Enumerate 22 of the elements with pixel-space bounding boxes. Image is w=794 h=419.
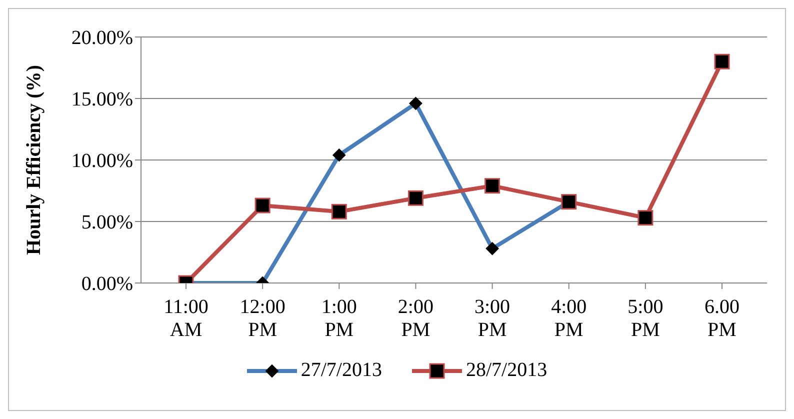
legend-label: 27/7/2013: [300, 359, 382, 382]
x-tick-label: 6.00 PM: [704, 296, 740, 341]
legend-label: 28/7/2013: [466, 359, 548, 382]
y-tick-label: 10.00%: [71, 150, 133, 172]
x-tick-label: 1:00 PM: [321, 296, 357, 341]
y-tick-label: 15.00%: [71, 88, 133, 111]
x-tick-label: 12:00 PM: [240, 296, 286, 341]
point: [331, 204, 347, 220]
point: [408, 190, 424, 206]
x-tick-label: 5:00 PM: [628, 296, 664, 341]
point: [254, 198, 270, 214]
y-tick-label: 0.00%: [81, 273, 133, 296]
x-tick-label: 2:00 PM: [398, 296, 434, 341]
x-tick-label: 11:00 AM: [164, 296, 208, 341]
y-tick-label: 20.00%: [71, 27, 133, 50]
point: [638, 210, 654, 226]
point: [484, 178, 500, 194]
y-axis-title: Hourly Efficiency (%): [23, 65, 46, 255]
point: [714, 54, 730, 70]
y-tick-label: 5.00%: [81, 212, 133, 234]
x-tick-label: 3:00 PM: [474, 296, 510, 341]
x-tick-label: 4:00 PM: [551, 296, 587, 341]
